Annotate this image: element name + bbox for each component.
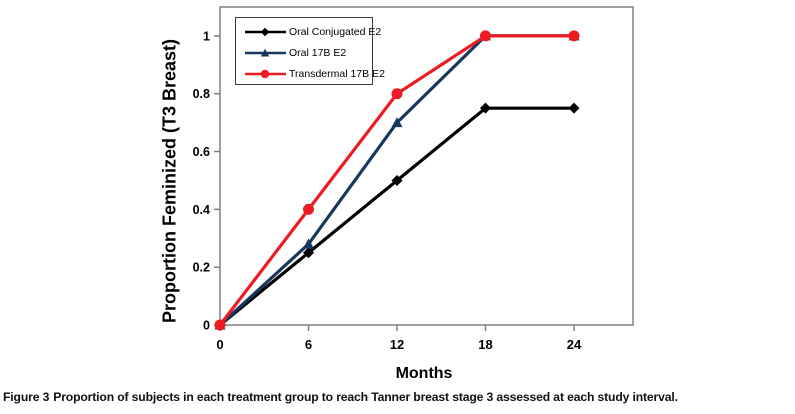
y-tick-label: 0.4 bbox=[193, 203, 210, 217]
legend-item-oral-conjugated-e2: Oral Conjugated E2 bbox=[243, 21, 381, 42]
series-marker-circle bbox=[303, 203, 314, 215]
legend-swatch-diamond-icon bbox=[245, 27, 286, 36]
legend-label: Oral 17B E2 bbox=[289, 46, 347, 59]
series-marker-diamond bbox=[391, 174, 403, 186]
chart-legend: Oral Conjugated E2 Oral 17B E2 Transderm… bbox=[235, 17, 385, 85]
y-tick-label: 0.8 bbox=[193, 87, 210, 101]
legend-item-transdermal-17b-e2: Transdermal 17B E2 bbox=[243, 63, 385, 84]
series-marker-circle bbox=[391, 88, 403, 100]
legend-swatch-marker bbox=[260, 69, 270, 78]
y-tick-label: 1 bbox=[203, 29, 210, 43]
chart-plot-area: 0 0.2 0.4 0.6 0.8 1 0 6 12 18 24 bbox=[193, 6, 634, 352]
series-marker-circle bbox=[568, 30, 580, 42]
legend-swatch-marker bbox=[260, 48, 270, 56]
legend-item-oral-17b-e2: Oral 17B E2 bbox=[243, 42, 372, 63]
series-marker-diamond bbox=[480, 102, 491, 114]
legend-label: Oral Conjugated E2 bbox=[289, 25, 382, 38]
series-line bbox=[218, 106, 574, 327]
y-tick-label: 0.2 bbox=[193, 261, 210, 275]
series-marker-diamond bbox=[568, 102, 580, 114]
x-tick-label: 24 bbox=[567, 337, 582, 352]
x-axis-title: Months bbox=[395, 365, 453, 382]
x-tick-label: 6 bbox=[305, 337, 312, 352]
series-marker-circle bbox=[480, 30, 491, 42]
y-axis-title: Proportion Feminized (T3 Breast) bbox=[159, 38, 180, 324]
plot-border bbox=[219, 6, 634, 326]
figure-caption: Figure 3 Proportion of subjects in each t… bbox=[3, 390, 793, 404]
legend-swatch-marker bbox=[260, 27, 270, 36]
x-tick-label: 0 bbox=[216, 337, 223, 352]
legend-swatch-triangle-icon bbox=[245, 48, 286, 56]
series-marker-circle bbox=[214, 319, 226, 331]
x-tick-label: 18 bbox=[478, 337, 492, 352]
legend-label: Transdermal 17B E2 bbox=[289, 67, 385, 80]
y-tick-label: 0.6 bbox=[193, 145, 210, 159]
series-marker-triangle bbox=[391, 117, 403, 128]
x-tick-label: 12 bbox=[390, 337, 404, 352]
legend-swatch-circle-icon bbox=[245, 69, 286, 78]
series-marker-triangle bbox=[303, 238, 314, 249]
series-marker-diamond bbox=[303, 247, 314, 259]
figure-caption-label: Figure 3 bbox=[3, 390, 50, 404]
y-tick-label: 0 bbox=[203, 319, 210, 333]
figure-caption-text: Proportion of subjects in each treatment… bbox=[53, 390, 678, 404]
